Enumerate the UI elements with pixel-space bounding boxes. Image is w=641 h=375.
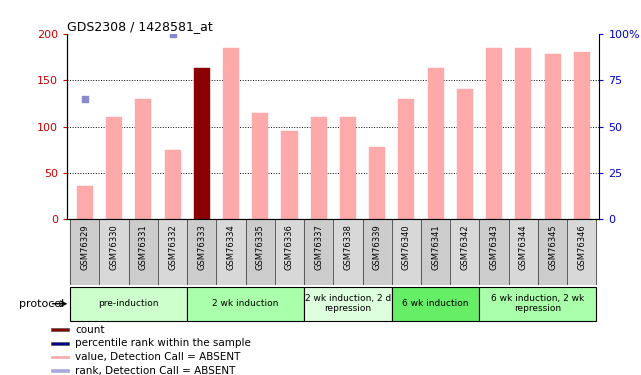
- Bar: [392, 287, 479, 321]
- Text: GSM76334: GSM76334: [226, 225, 235, 270]
- Bar: [275, 219, 304, 285]
- Text: pre-induction: pre-induction: [99, 299, 159, 308]
- Bar: [574, 52, 590, 219]
- Bar: [486, 48, 502, 219]
- Bar: [187, 287, 304, 321]
- Bar: [333, 219, 363, 285]
- Bar: [369, 147, 385, 219]
- Bar: [99, 219, 129, 285]
- Bar: [187, 219, 217, 285]
- Text: value, Detection Call = ABSENT: value, Detection Call = ABSENT: [76, 352, 240, 362]
- Text: GSM76329: GSM76329: [80, 225, 89, 270]
- Text: count: count: [76, 325, 105, 335]
- Bar: [392, 219, 421, 285]
- Bar: [421, 219, 450, 285]
- Text: GSM76330: GSM76330: [110, 225, 119, 270]
- Text: 6 wk induction, 2 wk
repression: 6 wk induction, 2 wk repression: [491, 294, 585, 314]
- Text: GSM76341: GSM76341: [431, 225, 440, 270]
- Bar: [363, 219, 392, 285]
- Bar: [311, 117, 327, 219]
- Bar: [281, 131, 297, 219]
- Bar: [544, 54, 561, 219]
- Text: 2 wk induction: 2 wk induction: [212, 299, 279, 308]
- Bar: [223, 48, 239, 219]
- Text: GSM76343: GSM76343: [490, 225, 499, 270]
- Text: GSM76340: GSM76340: [402, 225, 411, 270]
- Text: GSM76337: GSM76337: [314, 225, 323, 270]
- Bar: [71, 219, 99, 285]
- Text: GSM76345: GSM76345: [548, 225, 557, 270]
- Text: GSM76342: GSM76342: [460, 225, 469, 270]
- Bar: [135, 99, 151, 219]
- Text: GSM76332: GSM76332: [168, 225, 177, 270]
- Bar: [450, 219, 479, 285]
- Bar: [158, 219, 187, 285]
- Text: 6 wk induction: 6 wk induction: [403, 299, 469, 308]
- Bar: [252, 112, 269, 219]
- Bar: [106, 117, 122, 219]
- Bar: [246, 219, 275, 285]
- Bar: [304, 287, 392, 321]
- Bar: [428, 68, 444, 219]
- Bar: [51, 369, 69, 372]
- Bar: [398, 99, 415, 219]
- Point: [372, 18, 382, 24]
- Bar: [304, 219, 333, 285]
- Text: protocol: protocol: [19, 299, 64, 309]
- Text: GSM76344: GSM76344: [519, 225, 528, 270]
- Text: percentile rank within the sample: percentile rank within the sample: [76, 339, 251, 348]
- Bar: [194, 68, 210, 219]
- Bar: [538, 219, 567, 285]
- Bar: [567, 219, 596, 285]
- Text: GDS2308 / 1428581_at: GDS2308 / 1428581_at: [67, 20, 213, 33]
- Bar: [479, 219, 509, 285]
- Bar: [71, 287, 187, 321]
- Bar: [479, 287, 596, 321]
- Bar: [217, 219, 246, 285]
- Bar: [457, 89, 473, 219]
- Bar: [340, 117, 356, 219]
- Text: GSM76346: GSM76346: [578, 225, 587, 270]
- Point: [79, 96, 90, 102]
- Bar: [165, 150, 181, 219]
- Bar: [515, 48, 531, 219]
- Bar: [129, 219, 158, 285]
- Bar: [51, 328, 69, 331]
- Point: [285, 7, 295, 13]
- Text: GSM76336: GSM76336: [285, 225, 294, 270]
- Text: 2 wk induction, 2 d
repression: 2 wk induction, 2 d repression: [305, 294, 391, 314]
- Bar: [509, 219, 538, 285]
- Bar: [51, 342, 69, 345]
- Text: GSM76338: GSM76338: [344, 225, 353, 270]
- Text: GSM76331: GSM76331: [139, 225, 148, 270]
- Bar: [51, 356, 69, 358]
- Bar: [77, 186, 93, 219]
- Text: GSM76333: GSM76333: [197, 225, 206, 270]
- Text: rank, Detection Call = ABSENT: rank, Detection Call = ABSENT: [76, 366, 236, 375]
- Text: GSM76339: GSM76339: [372, 225, 381, 270]
- Point: [167, 31, 178, 37]
- Text: GSM76335: GSM76335: [256, 225, 265, 270]
